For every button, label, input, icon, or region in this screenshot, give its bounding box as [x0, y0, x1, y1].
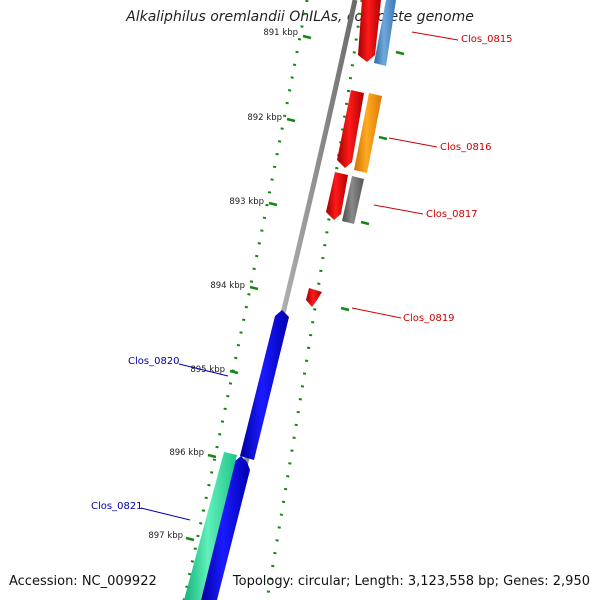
tick-label-897: 897 kbp: [148, 531, 183, 541]
cog-bar-clos-0817: [342, 176, 364, 224]
gene-clos-0816-arrow[interactable]: [337, 90, 364, 168]
gene-clos-0821-arrow[interactable]: [201, 456, 250, 600]
gene-label-clos-0816[interactable]: Clos_0816: [440, 142, 492, 153]
cog-bar-clos-0821: [184, 452, 237, 600]
tick-label-894: 894 kbp: [210, 281, 245, 291]
tick-label-891: 891 kbp: [263, 28, 298, 38]
accession-text: Accession: NC_009922: [9, 574, 157, 589]
tick-label-893: 893 kbp: [229, 197, 264, 207]
gene-label-clos-0819[interactable]: Clos_0819: [403, 313, 455, 324]
gene-label-clos-0815[interactable]: Clos_0815: [461, 34, 513, 45]
tick-label-892: 892 kbp: [247, 113, 282, 123]
gene-label-clos-0820[interactable]: Clos_0820: [128, 356, 180, 367]
tick-label-896: 896 kbp: [169, 448, 204, 458]
tick-label-895: 895 kbp: [190, 365, 225, 375]
gene-label-clos-0821[interactable]: Clos_0821: [91, 501, 143, 512]
kbp-tick-marks: [185, 34, 312, 542]
inner-tick-marks: [340, 50, 405, 312]
cog-bar-clos-0816: [354, 93, 382, 173]
gene-clos-0815-arrow[interactable]: [358, 0, 381, 62]
genome-summary-text: Topology: circular; Length: 3,123,558 bp…: [232, 574, 590, 589]
gene-clos-0817-arrow[interactable]: [326, 172, 348, 220]
label-leader-lines: [140, 31, 459, 521]
cog-bar-clos-0815: [374, 0, 396, 66]
gene-label-clos-0817[interactable]: Clos_0817: [426, 209, 478, 220]
gene-clos-0819-arrow[interactable]: [306, 288, 322, 307]
gene-clos-0820-arrow[interactable]: [240, 310, 289, 460]
